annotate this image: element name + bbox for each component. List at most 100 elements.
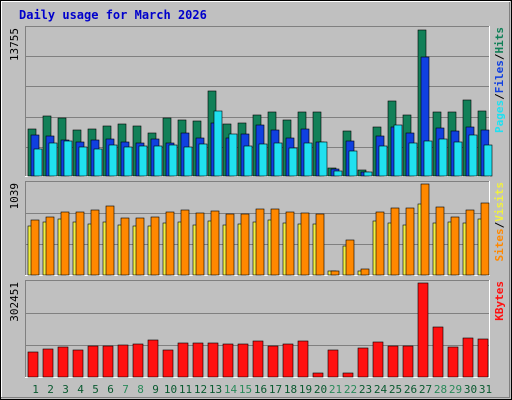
day-label-8: 8 bbox=[137, 383, 144, 396]
day-label-2: 2 bbox=[47, 383, 54, 396]
pages-bar-day-14 bbox=[228, 133, 238, 177]
kbytes-bar-day-28 bbox=[432, 326, 444, 378]
pages-bar-day-17 bbox=[273, 142, 283, 177]
kbytes-bar-day-14 bbox=[222, 343, 234, 378]
day-label-27: 27 bbox=[419, 383, 432, 396]
legend-files: Files bbox=[493, 60, 506, 93]
sites-bar-day-11 bbox=[180, 209, 190, 276]
pages-bar-day-31 bbox=[483, 144, 493, 177]
day-label-11: 11 bbox=[179, 383, 192, 396]
kbytes-bar-day-29 bbox=[447, 346, 459, 378]
legend-pages: Pages bbox=[493, 100, 506, 133]
y-axis-max-label: 1039 bbox=[8, 183, 21, 210]
legend-hits: Hits bbox=[493, 27, 506, 54]
sites-bar-day-20 bbox=[315, 213, 325, 276]
pages-bar-day-13 bbox=[213, 110, 223, 177]
pages-bar-day-10 bbox=[168, 144, 178, 177]
kbytes-bar-day-19 bbox=[297, 340, 309, 378]
kbytes-panel: 302451 KBytes bbox=[8, 280, 506, 378]
kbytes-bar-day-11 bbox=[177, 342, 189, 378]
sites-bar-day-30 bbox=[465, 209, 475, 276]
kbytes-bar-day-9 bbox=[147, 339, 159, 378]
pages-bar-day-21 bbox=[333, 170, 343, 177]
kbytes-bar-day-25 bbox=[387, 345, 399, 378]
kbytes-bar-day-30 bbox=[462, 337, 474, 378]
pages-bar-day-19 bbox=[303, 142, 313, 177]
day-label-15: 15 bbox=[239, 383, 252, 396]
legend-sites: Sites bbox=[493, 228, 506, 261]
pages-bar-day-18 bbox=[288, 147, 298, 177]
pages-bar-day-22 bbox=[348, 150, 358, 177]
pages-bar-day-5 bbox=[93, 148, 103, 177]
pages-bar-day-4 bbox=[78, 146, 88, 177]
sites-bar-day-3 bbox=[60, 211, 70, 276]
day-label-30: 30 bbox=[464, 383, 477, 396]
day-label-5: 5 bbox=[92, 383, 99, 396]
kbytes-bar-day-18 bbox=[282, 343, 294, 378]
kbytes-bar-day-7 bbox=[117, 344, 129, 378]
kbytes-bar-day-10 bbox=[162, 349, 174, 378]
pages-bar-day-24 bbox=[378, 145, 388, 177]
sites-bar-day-15 bbox=[240, 213, 250, 276]
sites-bar-day-23 bbox=[360, 268, 370, 276]
kbytes-bar-day-27 bbox=[417, 282, 429, 378]
kbytes-bar-day-12 bbox=[192, 342, 204, 378]
sites-bar-day-28 bbox=[435, 206, 445, 276]
pages-bar-day-30 bbox=[468, 134, 478, 177]
sites-bar-day-17 bbox=[270, 208, 280, 276]
pages-bar-day-28 bbox=[438, 138, 448, 177]
day-label-25: 25 bbox=[389, 383, 402, 396]
y-axis-max-label: 302451 bbox=[8, 282, 21, 322]
sites-bar-day-6 bbox=[105, 205, 115, 276]
sites-bar-day-26 bbox=[405, 207, 415, 276]
day-label-28: 28 bbox=[434, 383, 447, 396]
kbytes-bar-day-22 bbox=[342, 372, 354, 378]
kbytes-bar-day-13 bbox=[207, 342, 219, 378]
kbytes-bar-day-26 bbox=[402, 345, 414, 378]
series-legend: KBytes bbox=[493, 281, 506, 321]
kbytes-bar-day-5 bbox=[87, 345, 99, 378]
pages-bar-day-16 bbox=[258, 143, 268, 177]
kbytes-bar-day-2 bbox=[42, 348, 54, 378]
sites-bar-day-16 bbox=[255, 208, 265, 276]
kbytes-bar-day-8 bbox=[132, 343, 144, 378]
sites-bar-day-9 bbox=[150, 216, 160, 276]
x-axis-day-labels: 1 2 3 4 5 6 7 8 9 10 11 12 13 14 15 16 17 18 19 20 21 22 23 24 2… bbox=[32, 383, 492, 396]
pages-bar-day-1 bbox=[33, 148, 43, 177]
pages-bar-day-20 bbox=[318, 141, 328, 177]
day-label-3: 3 bbox=[62, 383, 69, 396]
day-label-26: 26 bbox=[404, 383, 417, 396]
day-label-7: 7 bbox=[122, 383, 129, 396]
pages-bar-day-23 bbox=[363, 171, 373, 177]
sites-bar-day-13 bbox=[210, 210, 220, 276]
sites-bar-day-31 bbox=[480, 202, 490, 276]
sites-bar-day-7 bbox=[120, 217, 130, 276]
kbytes-bar-day-15 bbox=[237, 343, 249, 378]
legend-separator: / bbox=[493, 93, 506, 100]
day-label-29: 29 bbox=[449, 383, 462, 396]
sites-bar-day-24 bbox=[375, 211, 385, 276]
legend-kbytes: KBytes bbox=[493, 281, 506, 321]
sites-bar-day-12 bbox=[195, 212, 205, 276]
sites-bar-day-1 bbox=[30, 219, 40, 276]
sites-bar-day-22 bbox=[345, 239, 355, 276]
pages-bar-day-6 bbox=[108, 144, 118, 177]
series-legend: Pages/Files/Hits bbox=[493, 27, 506, 133]
pages-bar-day-8 bbox=[138, 145, 148, 177]
chart-panels: 13755Pages/Files/Hits1039Sites/Visits302… bbox=[8, 26, 506, 378]
day-label-20: 20 bbox=[314, 383, 327, 396]
day-label-13: 13 bbox=[209, 383, 222, 396]
sites-bar-day-8 bbox=[135, 217, 145, 276]
day-label-12: 12 bbox=[194, 383, 207, 396]
kbytes-bar-day-31 bbox=[477, 338, 489, 378]
kbytes-bar-day-6 bbox=[102, 345, 114, 378]
pages-bar-day-29 bbox=[453, 141, 463, 177]
day-label-9: 9 bbox=[152, 383, 159, 396]
day-label-21: 21 bbox=[329, 383, 342, 396]
day-label-14: 14 bbox=[224, 383, 238, 396]
legend-visits: Visits bbox=[493, 182, 506, 222]
sites-bar-day-19 bbox=[300, 212, 310, 276]
kbytes-bar-day-17 bbox=[267, 345, 279, 378]
